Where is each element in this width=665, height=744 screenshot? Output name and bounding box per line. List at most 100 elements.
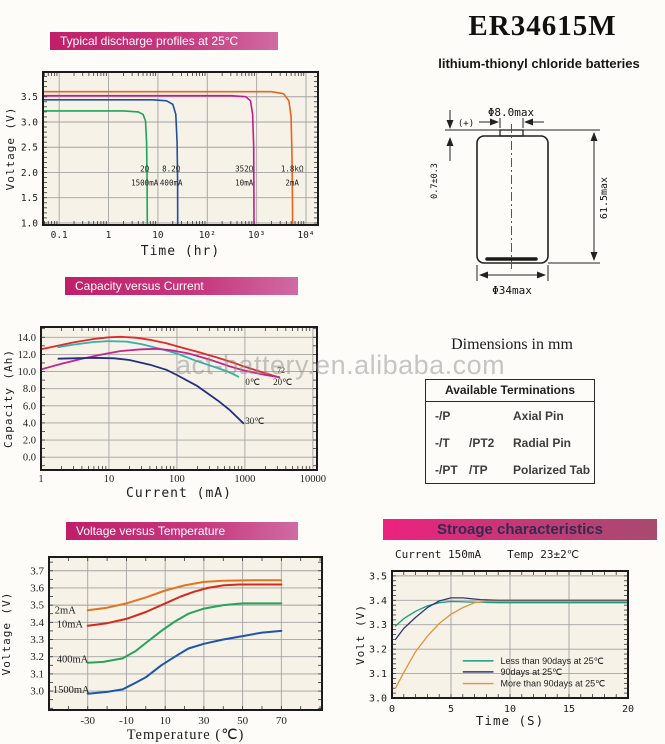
- svg-text:1.8kΩ: 1.8kΩ: [281, 164, 304, 173]
- svg-text:Temperature (℃): Temperature (℃): [127, 727, 245, 743]
- svg-text:3.1: 3.1: [30, 668, 44, 680]
- svg-text:1000: 1000: [234, 474, 255, 485]
- svg-text:3.4: 3.4: [30, 617, 44, 629]
- svg-text:10: 10: [152, 230, 164, 241]
- termination-cell: /PT2: [469, 435, 495, 450]
- svg-text:10mA: 10mA: [235, 179, 254, 188]
- watermark-text: act-battery.en.alibaba.com: [176, 350, 506, 380]
- svg-text:72: 72: [277, 366, 285, 375]
- positive-terminal-label: (+): [458, 119, 474, 129]
- svg-text:2.5: 2.5: [21, 143, 38, 154]
- battery-body: [476, 135, 549, 264]
- svg-text:1.5: 1.5: [21, 193, 38, 204]
- svg-text:30℃: 30℃: [245, 416, 264, 426]
- termination-cell: Polarized Tab: [513, 462, 591, 477]
- svg-text:4.0: 4.0: [23, 418, 36, 429]
- svg-text:8.2Ω: 8.2Ω: [162, 164, 181, 173]
- svg-text:400mA: 400mA: [57, 655, 89, 666]
- svg-text:12.0: 12.0: [18, 350, 36, 361]
- svg-text:10000: 10000: [300, 474, 326, 485]
- svg-text:Time (S): Time (S): [476, 713, 544, 728]
- terminations-header: Available Terminations: [426, 380, 594, 402]
- section-header-discharge: Typical discharge profiles at 25°C: [50, 32, 278, 50]
- svg-text:0: 0: [389, 704, 395, 715]
- svg-text:Less than 90days at 25℃: Less than 90days at 25℃: [501, 656, 604, 666]
- svg-text:3.6: 3.6: [30, 582, 44, 594]
- svg-text:2mA: 2mA: [55, 606, 76, 617]
- dimensions-caption: Dimensions in mm: [451, 336, 573, 353]
- svg-text:3.2: 3.2: [369, 645, 387, 656]
- svg-text:3.4: 3.4: [369, 596, 387, 607]
- svg-text:10.0: 10.0: [18, 367, 36, 378]
- dim-total-height: 61.5max: [599, 177, 610, 219]
- svg-text:352Ω: 352Ω: [235, 164, 254, 173]
- svg-text:14.0: 14.0: [18, 333, 36, 344]
- termination-row: -/PT/TP Polarized Tab: [426, 456, 594, 483]
- svg-text:Current (mA): Current (mA): [126, 486, 232, 501]
- svg-text:Voltage (V): Voltage (V): [4, 107, 17, 191]
- svg-text:1500mA: 1500mA: [53, 685, 90, 696]
- svg-text:10²: 10²: [199, 230, 216, 241]
- discharge-profiles-canvas: 0.1 1 10 10² 10³ 10⁴ 1.0 1.5 2.0 2.5 3.0 3.5 Time (h…: [4, 71, 319, 259]
- svg-text:2Ω: 2Ω: [140, 164, 150, 173]
- svg-text:-30: -30: [80, 715, 95, 727]
- svg-text:3.7: 3.7: [30, 565, 44, 577]
- svg-text:3.0: 3.0: [21, 117, 38, 128]
- storage-temp-label: Temp 23±2℃: [507, 548, 580, 561]
- svg-text:1.0: 1.0: [21, 218, 38, 229]
- svg-text:3.0: 3.0: [369, 694, 387, 705]
- svg-text:3.5: 3.5: [30, 600, 44, 612]
- page-title: ER34615M: [468, 10, 617, 42]
- svg-text:3.5: 3.5: [21, 92, 38, 103]
- svg-text:8.0: 8.0: [23, 384, 36, 395]
- svg-text:5: 5: [448, 704, 454, 715]
- svg-text:2mA: 2mA: [285, 179, 299, 188]
- terminations-rows: -/P Axial Pin -/T/PT2 Radial Pin -/PT/TP Pola…: [426, 402, 594, 483]
- section-header-voltage-temp: Voltage versus Temperature: [66, 522, 298, 540]
- svg-text:90days at 25℃: 90days at 25℃: [501, 667, 563, 677]
- svg-text:100: 100: [169, 474, 185, 485]
- svg-text:10: 10: [160, 715, 172, 727]
- svg-text:10⁴: 10⁴: [297, 230, 314, 241]
- dim-top-diameter: Φ8.0max: [488, 106, 535, 119]
- svg-text:Voltage (V): Voltage (V): [0, 592, 13, 676]
- section-header-capacity: Capacity versus Current: [65, 277, 298, 295]
- svg-text:-10: -10: [119, 715, 134, 727]
- svg-text:1500mA: 1500mA: [131, 179, 159, 188]
- svg-text:3.5: 3.5: [369, 571, 387, 582]
- voltage-vs-temperature-chart: -30 -10 10 30 50 70 3.0 3.1 3.2 3.3 3.4 3.5 3.6 3.7 Te…: [0, 545, 348, 744]
- svg-text:10: 10: [504, 704, 516, 715]
- termination-row: -/P Axial Pin: [426, 402, 594, 429]
- dim-button-height: 0.7±0.3: [430, 163, 440, 199]
- termination-cell: -/P: [435, 408, 451, 423]
- svg-text:0.0: 0.0: [23, 453, 36, 464]
- termination-cell: -/T: [435, 435, 450, 450]
- capacity-vs-current-chart: 1 10 100 1000 10000 0.0 2.0 4.0 6.0 8.0 10.0 12.0 14…: [0, 315, 345, 510]
- svg-text:20: 20: [622, 704, 634, 715]
- storage-conditions: Current 150mA Temp 23±2℃: [395, 548, 650, 561]
- storage-characteristics-chart: 0 5 10 15 20 3.0 3.1 3.2 3.3 3.4 3.5 Time (S) Volt (…: [350, 545, 665, 737]
- termination-cell: /TP: [469, 462, 488, 477]
- svg-text:3.3: 3.3: [369, 620, 387, 631]
- terminations-table: Available Terminations -/P Axial Pin -/T/P…: [425, 379, 595, 484]
- svg-text:More than 90days at 25℃: More than 90days at 25℃: [501, 679, 606, 689]
- svg-text:1: 1: [38, 474, 43, 485]
- svg-text:10³: 10³: [248, 230, 265, 241]
- svg-text:2.0: 2.0: [21, 168, 38, 179]
- storage-characteristics-canvas: 0 5 10 15 20 3.0 3.1 3.2 3.3 3.4 3.5 Time (S) Volt (…: [354, 570, 634, 728]
- svg-text:3.1: 3.1: [369, 669, 387, 680]
- dim-body-diameter: Φ34max: [492, 284, 532, 297]
- svg-text:3.2: 3.2: [30, 651, 44, 663]
- svg-text:20℃: 20℃: [273, 377, 292, 387]
- svg-text:30: 30: [198, 715, 210, 727]
- svg-text:0.1: 0.1: [51, 230, 68, 241]
- termination-cell: Axial Pin: [513, 408, 564, 423]
- termination-cell: Radial Pin: [513, 435, 572, 450]
- svg-text:6.0: 6.0: [23, 401, 36, 412]
- termination-cell: -/PT: [435, 462, 458, 477]
- svg-text:Volt (V): Volt (V): [354, 604, 367, 665]
- voltage-vs-temperature-canvas: -30 -10 10 30 50 70 3.0 3.1 3.2 3.3 3.4 3.5 3.6 3.7 Te…: [0, 556, 323, 743]
- svg-text:0℃: 0℃: [245, 377, 260, 387]
- svg-text:10: 10: [104, 474, 115, 485]
